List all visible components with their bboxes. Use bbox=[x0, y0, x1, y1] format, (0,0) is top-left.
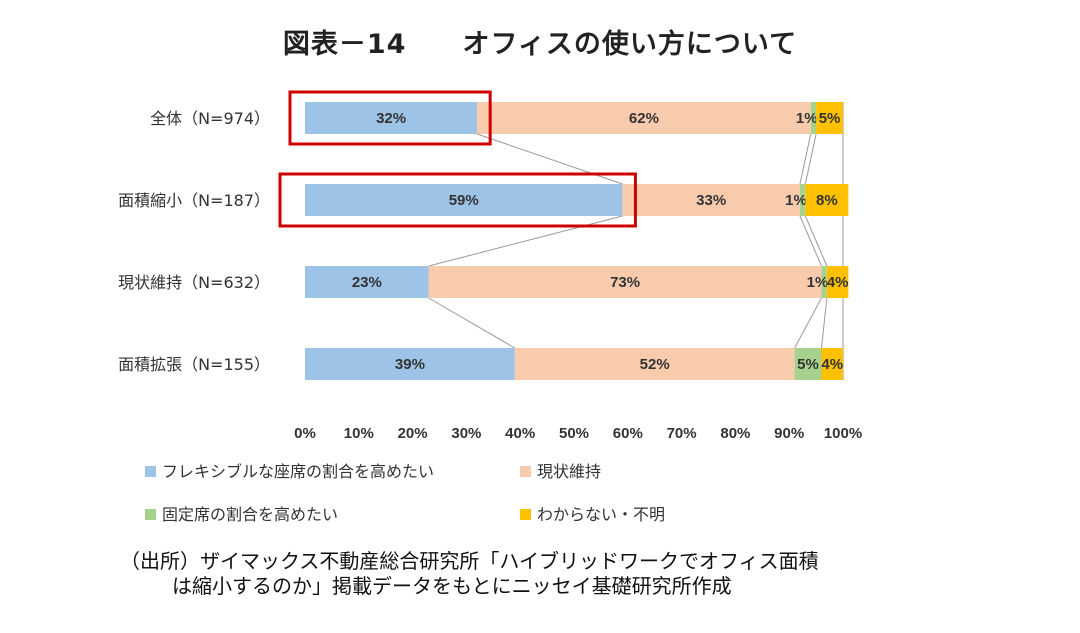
source-line-2: は縮小するのか」掲載データをもとにニッセイ基礎研究所作成 bbox=[172, 574, 732, 598]
data-label: 4% bbox=[821, 356, 843, 373]
legend-swatch bbox=[145, 466, 156, 477]
category-label: 面積拡張（N=155） bbox=[118, 355, 270, 374]
x-tick-label: 50% bbox=[559, 425, 589, 442]
bar-segment bbox=[514, 348, 795, 380]
bar-segment bbox=[305, 348, 515, 380]
chart-title: 図表－14 オフィスの使い方について bbox=[282, 29, 798, 60]
x-tick-label: 80% bbox=[720, 425, 750, 442]
data-label: 32% bbox=[376, 110, 406, 127]
legend-swatch bbox=[145, 509, 156, 520]
data-label: 1% bbox=[796, 110, 818, 127]
x-tick-label: 90% bbox=[774, 425, 804, 442]
x-tick-label: 10% bbox=[344, 425, 374, 442]
data-label: 23% bbox=[352, 274, 382, 291]
legend-label: フレキシブルな座席の割合を高めたい bbox=[162, 462, 434, 481]
data-label: 4% bbox=[827, 274, 849, 291]
bar-segment bbox=[821, 348, 843, 380]
bar-segment bbox=[622, 184, 800, 216]
series-line bbox=[799, 215, 822, 267]
bar-segment bbox=[305, 184, 623, 216]
data-label: 8% bbox=[816, 192, 838, 209]
x-tick-label: 30% bbox=[451, 425, 481, 442]
bar-segment bbox=[794, 348, 822, 380]
bar-segment bbox=[305, 266, 429, 298]
highlight-box bbox=[278, 172, 637, 228]
data-label: 59% bbox=[449, 192, 479, 209]
legend-swatch bbox=[520, 509, 531, 520]
data-label: 1% bbox=[807, 274, 829, 291]
series-line bbox=[428, 215, 623, 267]
data-label: 73% bbox=[610, 274, 640, 291]
legend-swatch bbox=[520, 466, 531, 477]
series-line bbox=[799, 133, 812, 185]
bar-segment bbox=[428, 266, 822, 298]
series-line bbox=[428, 297, 516, 349]
data-label: 33% bbox=[696, 192, 726, 209]
x-tick-label: 60% bbox=[613, 425, 643, 442]
bar-segment bbox=[810, 102, 817, 134]
bar-segment bbox=[805, 184, 849, 216]
series-line bbox=[476, 133, 623, 185]
legend-label: 現状維持 bbox=[537, 462, 601, 481]
legend-label: 固定席の割合を高めたい bbox=[162, 505, 338, 524]
category-label: 現状維持（N=632） bbox=[118, 273, 270, 292]
series-line bbox=[804, 133, 817, 185]
series-line bbox=[804, 215, 828, 267]
category-label: 全体（N=974） bbox=[150, 109, 270, 128]
x-tick-label: 0% bbox=[294, 425, 316, 442]
data-label: 39% bbox=[395, 356, 425, 373]
data-label: 5% bbox=[797, 356, 819, 373]
legend-label: わからない・不明 bbox=[537, 505, 665, 524]
category-label: 面積縮小（N=187） bbox=[118, 191, 270, 210]
series-line bbox=[794, 297, 822, 349]
data-label: 5% bbox=[819, 110, 841, 127]
series-line bbox=[820, 297, 828, 349]
x-tick-label: 20% bbox=[398, 425, 428, 442]
data-label: 62% bbox=[629, 110, 659, 127]
x-tick-label: 40% bbox=[505, 425, 535, 442]
bar-segment bbox=[477, 102, 811, 134]
highlight-box bbox=[288, 90, 492, 146]
source-note: （出所）ザイマックス不動産総合研究所「ハイブリッドワークでオフィス面積 は縮小す… bbox=[120, 549, 1000, 599]
data-label: 1% bbox=[785, 192, 807, 209]
data-label: 52% bbox=[640, 356, 670, 373]
bar-segment bbox=[799, 184, 806, 216]
bar-segment bbox=[305, 102, 478, 134]
x-tick-label: 100% bbox=[824, 425, 862, 442]
bar-segment bbox=[821, 266, 827, 298]
source-line-1: （出所）ザイマックス不動産総合研究所「ハイブリッドワークでオフィス面積 bbox=[120, 549, 819, 573]
bar-segment bbox=[816, 102, 843, 134]
bar-segment bbox=[826, 266, 849, 298]
x-tick-label: 70% bbox=[667, 425, 697, 442]
